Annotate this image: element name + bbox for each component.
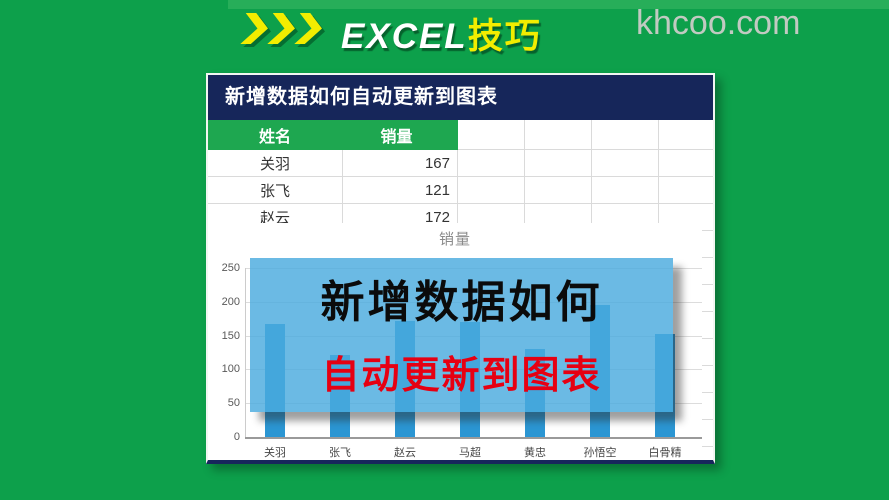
- y-axis-line: [245, 268, 246, 437]
- x-tick-label: 孙悟空: [583, 447, 617, 459]
- y-tick-label: 0: [233, 431, 240, 443]
- y-tick-label: 100: [221, 363, 240, 376]
- table-row: 赵云 172: [208, 204, 713, 223]
- cell-value[interactable]: 172: [343, 204, 458, 223]
- empty-cell[interactable]: [525, 120, 592, 150]
- header-sales[interactable]: 销量: [343, 120, 458, 150]
- cell-name[interactable]: 赵云: [208, 204, 343, 223]
- overlay-line1: 新增数据如何: [320, 278, 603, 327]
- banner: EXCEL技巧 khcoo.com: [0, 0, 889, 62]
- panel-title: 新增数据如何自动更新到图表: [208, 75, 713, 120]
- chevron-icon: [294, 13, 324, 44]
- cell-name[interactable]: 张飞: [208, 177, 343, 204]
- top-light-strip: [228, 0, 889, 9]
- empty-cell[interactable]: [659, 177, 713, 204]
- overlay-line2: 自动更新到图表: [321, 355, 602, 397]
- empty-cell[interactable]: [659, 150, 713, 177]
- brand-excel: EXCEL: [341, 17, 468, 56]
- chart-title: 销量: [438, 231, 471, 248]
- empty-cell[interactable]: [458, 204, 525, 223]
- x-axis-line: [245, 437, 702, 439]
- table-row-clipped: 赵云 172: [208, 204, 713, 223]
- chevron-icon: [267, 13, 297, 44]
- table-row: 张飞 121: [208, 177, 713, 204]
- x-tick-label: 张飞: [329, 447, 351, 459]
- worksheet-gridline-strip: [702, 150, 713, 460]
- chevron-icon: [240, 13, 270, 44]
- fast-forward-icon: [243, 13, 324, 44]
- y-tick-label: 250: [221, 262, 240, 274]
- chart-area[interactable]: 销量 0 50 100 150 200 250 关羽 张飞 赵云 马超 黄忠 孙悟空 白骨精 新增数据…: [208, 223, 702, 460]
- empty-cell[interactable]: [458, 120, 525, 150]
- x-tick-label: 赵云: [394, 447, 416, 459]
- empty-cell[interactable]: [592, 150, 659, 177]
- empty-cell[interactable]: [659, 120, 713, 150]
- empty-cell[interactable]: [525, 177, 592, 204]
- cell-value[interactable]: 121: [343, 177, 458, 204]
- header-name[interactable]: 姓名: [208, 120, 343, 150]
- y-tick-label: 150: [221, 329, 240, 342]
- cell-name[interactable]: 关羽: [208, 150, 343, 177]
- empty-cell[interactable]: [592, 204, 659, 223]
- empty-cell[interactable]: [592, 177, 659, 204]
- x-tick-label: 黄忠: [524, 447, 546, 459]
- x-tick-label: 关羽: [264, 447, 286, 459]
- empty-cell[interactable]: [458, 177, 525, 204]
- worksheet: 姓名 销量 关羽 167 张飞 121: [208, 120, 713, 460]
- empty-cell[interactable]: [592, 120, 659, 150]
- y-tick-label: 200: [221, 295, 240, 308]
- y-tick-label: 50: [227, 397, 240, 410]
- brand-title: EXCEL技巧: [341, 8, 542, 59]
- x-tick-label: 白骨精: [648, 447, 682, 459]
- empty-cell[interactable]: [525, 150, 592, 177]
- promo-overlay: 新增数据如何 自动更新到图表: [250, 258, 673, 412]
- x-tick-label: 马超: [459, 447, 481, 459]
- empty-cell[interactable]: [525, 204, 592, 223]
- watermark: khcoo.com: [636, 4, 801, 42]
- empty-cell[interactable]: [458, 150, 525, 177]
- table-header-row: 姓名 销量: [208, 120, 713, 150]
- table-row: 关羽 167: [208, 150, 713, 177]
- cell-value[interactable]: 167: [343, 150, 458, 177]
- brand-tip: 技巧: [467, 17, 542, 56]
- worksheet-panel: 新增数据如何自动更新到图表 姓名 销量 关羽 167 张飞: [206, 73, 715, 464]
